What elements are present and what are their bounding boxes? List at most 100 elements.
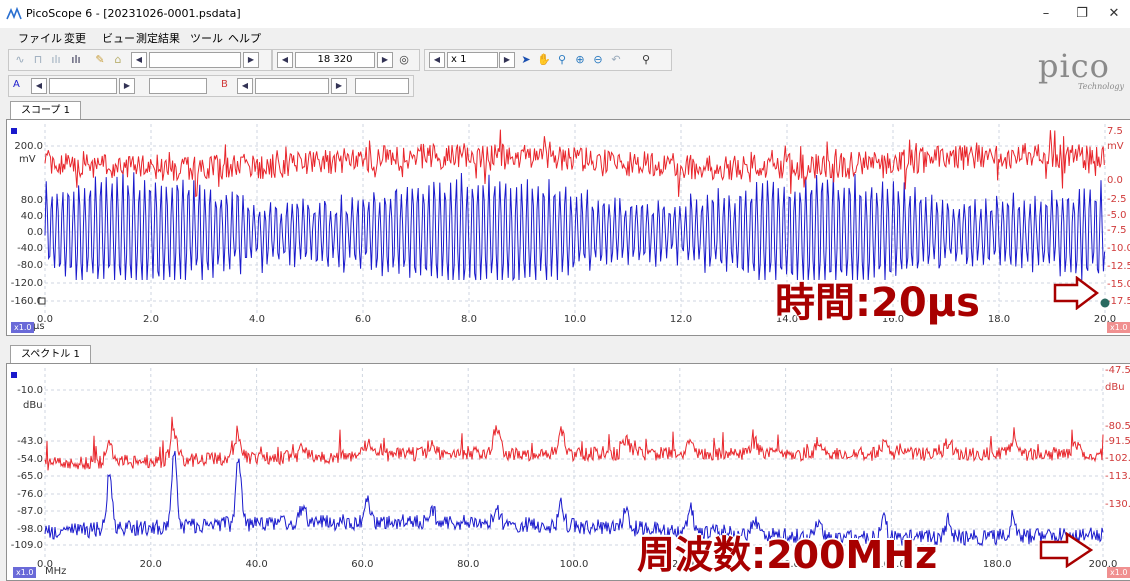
arrow-right-icon [1053, 276, 1099, 310]
channel-b-range-select[interactable] [255, 78, 329, 94]
spectrum-left-tick: -10.0 [17, 385, 43, 396]
scope-x-tick: 8.0 [461, 314, 477, 325]
multiplier-prev-icon[interactable]: ◀ [429, 52, 445, 68]
scope-x-tick: 10.0 [564, 314, 586, 325]
scope-left-tick: -120.0 [11, 278, 43, 289]
menu-view[interactable]: ビュー [102, 32, 135, 45]
channel-a-next-icon[interactable]: ▶ [119, 78, 135, 94]
multiplier-field[interactable]: x 1 [447, 52, 498, 68]
scope-right-tick: -12.5 [1107, 261, 1130, 272]
scope-right-tick: -10.0 [1107, 243, 1130, 254]
zoom-group: ◀ x 1 ▶ ➤ ✋ ⚲ ⊕ ⊖ ↶ ⚲ [424, 49, 672, 71]
zoom-overview-icon[interactable]: ⚲ [641, 53, 651, 66]
spectrum-zoom-chip-right[interactable]: x1.0 [1107, 567, 1130, 578]
spectrum-active-icon[interactable]: ılı [71, 53, 81, 66]
menu-tools[interactable]: ツール [190, 32, 223, 45]
scope-right-tick: -5.0 [1107, 210, 1127, 221]
scope-right-tick: 7.5 [1107, 126, 1123, 137]
spectrum-left-tick: -76.0 [17, 489, 43, 500]
scope-x-tick: 18.0 [988, 314, 1010, 325]
scope-left-tick: 40.0 [21, 211, 43, 222]
scope-chart: 0.0 2.0 4.0 6.0 8.0 10.0 12.0 14.0 16.0 18.0 20.0 2… [11, 124, 1130, 325]
spectrum-x-tick: 120.0 [665, 559, 694, 570]
next-range-arrow-icon[interactable]: ▶ [243, 52, 259, 68]
probe-icon[interactable]: ✎ [95, 53, 105, 66]
channel-a-range-select[interactable] [49, 78, 117, 94]
scope-mode-icon[interactable]: ∿ [15, 53, 25, 66]
spectrum-x-tick: 40.0 [245, 559, 267, 570]
scope-trace-a [44, 170, 1106, 282]
hand-icon[interactable]: ✋ [537, 53, 551, 66]
scope-right-tick: -2.5 [1107, 194, 1127, 205]
tab-spectrum-1[interactable]: スペクトル 1 [10, 345, 91, 364]
scope-right-tick: -17.5 [1107, 296, 1130, 307]
spectrum-x-tick: 160.0 [877, 559, 906, 570]
logo-main-text: pico [1038, 47, 1110, 85]
undo-zoom-icon[interactable]: ↶ [611, 53, 621, 66]
spectrum-trace-a [44, 450, 1104, 547]
toolbar-channels: A ◀ ▶ B ◀ ▶ [0, 73, 1130, 99]
spectrum-trace-b [44, 416, 1104, 471]
scope-left-tick: -160.0 [11, 296, 43, 307]
stopwatch-icon[interactable]: ◎ [399, 53, 409, 66]
timebase-next-icon[interactable]: ▶ [377, 52, 393, 68]
spectrum-x-tick: 140.0 [771, 559, 800, 570]
menu-file[interactable]: ファイル [18, 32, 62, 45]
spectrum-x-unit: MHz [45, 566, 67, 577]
pointer-icon[interactable]: ➤ [521, 53, 531, 66]
scope-left-tick: 200.0 [14, 141, 43, 152]
scope-right-tick: -7.5 [1107, 225, 1127, 236]
capture-mode-group: ∿ ⊓ ılı ılı ✎ ⌂ ◀ ▶ [8, 49, 272, 71]
channel-b-label[interactable]: B [221, 79, 228, 90]
menu-edit[interactable]: 変更 [64, 32, 86, 45]
spectrum-x-tick: 20.0 [140, 559, 162, 570]
home-icon[interactable]: ⌂ [114, 53, 122, 66]
zoom-out-icon[interactable]: ⊖ [593, 53, 603, 66]
scope-x-tick: 14.0 [776, 314, 798, 325]
persistence-mode-icon[interactable]: ⊓ [33, 53, 43, 66]
channel-a-label[interactable]: A [13, 79, 20, 90]
scope-zoom-chip-right[interactable]: x1.0 [1107, 322, 1130, 333]
menu-measurements[interactable]: 測定結果 [136, 32, 180, 45]
multiplier-next-icon[interactable]: ▶ [499, 52, 515, 68]
spectrum-left-tick: -87.0 [17, 506, 43, 517]
tab-scope-1[interactable]: スコープ 1 [10, 101, 81, 120]
scope-x-tick: 6.0 [355, 314, 371, 325]
scope-left-unit: mV [19, 154, 36, 165]
zoom-in-icon[interactable]: ⊕ [575, 53, 585, 66]
scope-x-tick: 12.0 [670, 314, 692, 325]
timebase-prev-icon[interactable]: ◀ [277, 52, 293, 68]
menu-help[interactable]: ヘルプ [228, 32, 261, 45]
prev-range-arrow-icon[interactable]: ◀ [131, 52, 147, 68]
range-select[interactable] [149, 52, 241, 68]
spectrum-chart: 0.0 20.0 40.0 60.0 80.0 100.0 120.0 140.0 160.0 1… [11, 365, 1130, 570]
scope-zoom-chip[interactable]: x1.0 [11, 322, 35, 333]
spectrum-right-unit: dBu [1105, 382, 1125, 393]
restore-button[interactable]: ❐ [1076, 6, 1088, 21]
spectrum-left-tick: -65.0 [17, 471, 43, 482]
spectrum-x-tick: 180.0 [983, 559, 1012, 570]
zoom-area-icon[interactable]: ⚲ [557, 53, 567, 66]
spectrum-mode-icon[interactable]: ılı [51, 53, 61, 66]
channel-b-coupling-select[interactable] [355, 78, 409, 94]
toolbar-main: ∿ ⊓ ılı ılı ✎ ⌂ ◀ ▶ ◀ 18 320 ▶ ◎ ◀ x 1 ▶… [0, 47, 1130, 73]
scope-x-tick: 20.0 [1094, 314, 1116, 325]
spectrum-x-tick: 200.0 [1089, 559, 1118, 570]
scope-channel-marker [11, 128, 17, 134]
spectrum-channel-marker [11, 372, 17, 378]
channel-a-prev-icon[interactable]: ◀ [31, 78, 47, 94]
timebase-group: ◀ 18 320 ▶ ◎ [272, 49, 420, 71]
spectrum-right-tick: -113. [1105, 471, 1130, 482]
scope-right-unit: mV [1107, 141, 1124, 152]
spectrum-x-tick: 80.0 [457, 559, 479, 570]
timebase-field[interactable]: 18 320 [295, 52, 375, 68]
spectrum-left-unit: dBu [23, 400, 43, 411]
close-button[interactable]: ✕ [1108, 6, 1120, 21]
channel-b-prev-icon[interactable]: ◀ [237, 78, 253, 94]
scope-trace-b [44, 129, 1105, 198]
channel-b-next-icon[interactable]: ▶ [331, 78, 347, 94]
minimize-button[interactable]: – [1042, 6, 1050, 21]
spectrum-left-tick: -43.0 [17, 436, 43, 447]
spectrum-zoom-chip[interactable]: x1.0 [13, 567, 37, 578]
channel-a-coupling-select[interactable] [149, 78, 207, 94]
